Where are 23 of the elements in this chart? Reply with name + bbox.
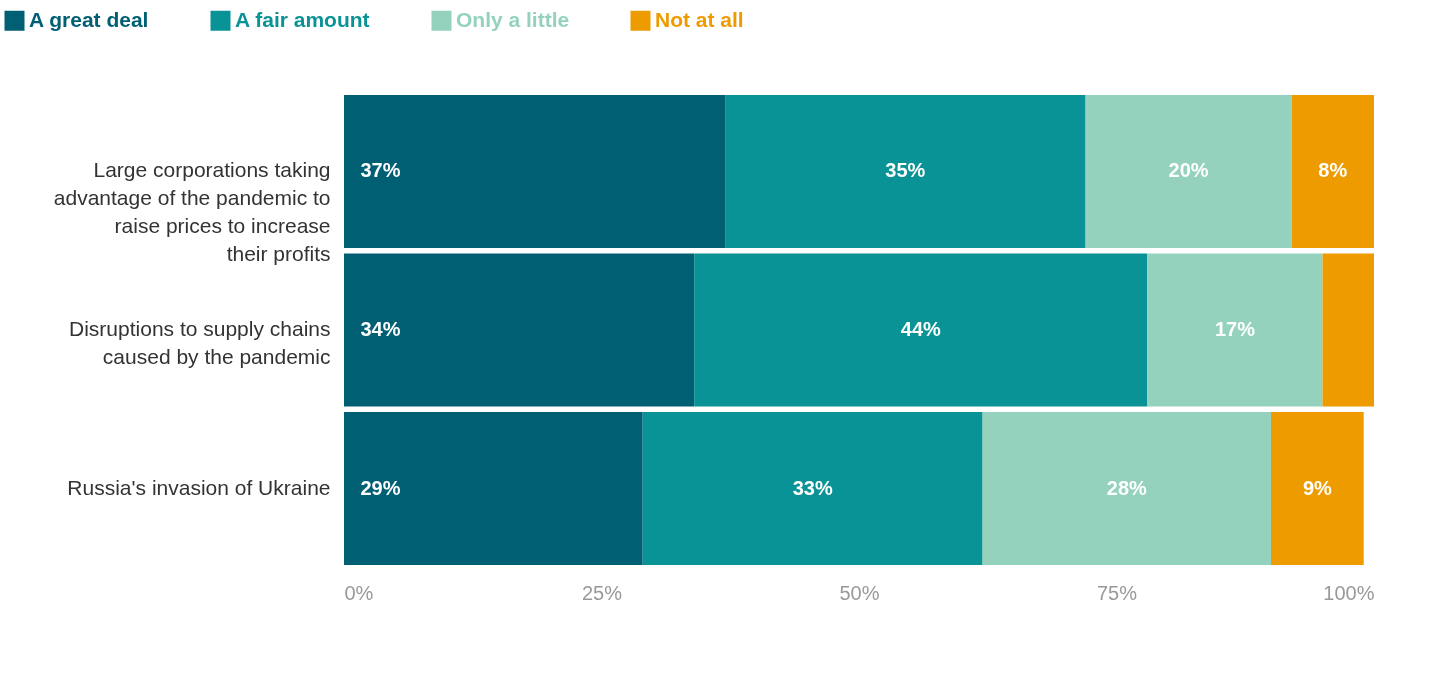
data-label: 34% — [360, 318, 401, 340]
x-tick-label: 100% — [1323, 581, 1375, 604]
y-tick-label: Russia's invasion of Ukraine — [67, 475, 331, 499]
legend-label: A great deal — [29, 7, 149, 31]
data-label: 17% — [1214, 318, 1256, 340]
data-label: 44% — [900, 318, 942, 340]
data-label: 28% — [1106, 476, 1148, 499]
data-label: 33% — [792, 476, 833, 499]
legend-label: A fair amount — [235, 7, 370, 31]
x-tick-label: 75% — [1096, 581, 1138, 604]
data-label: 9% — [1302, 476, 1333, 499]
data-label: 29% — [360, 476, 401, 499]
data-label: 20% — [1168, 159, 1209, 182]
x-tick-label: 50% — [839, 581, 880, 604]
y-tick-label: Large corporations taking advantage of the pandemic to raise prices to increase their profits — [53, 158, 331, 266]
legend-label: Only a little — [456, 7, 570, 31]
legend-label: Not at all — [655, 7, 744, 31]
x-tick-label: 25% — [581, 581, 623, 604]
y-tick-label: Disruptions to supply chains caused by the pandemic — [69, 317, 331, 368]
data-label: 37% — [360, 159, 401, 182]
data-label: 35% — [885, 159, 926, 182]
x-tick-label: 0% — [344, 581, 374, 604]
data-label: 8% — [1318, 159, 1348, 182]
